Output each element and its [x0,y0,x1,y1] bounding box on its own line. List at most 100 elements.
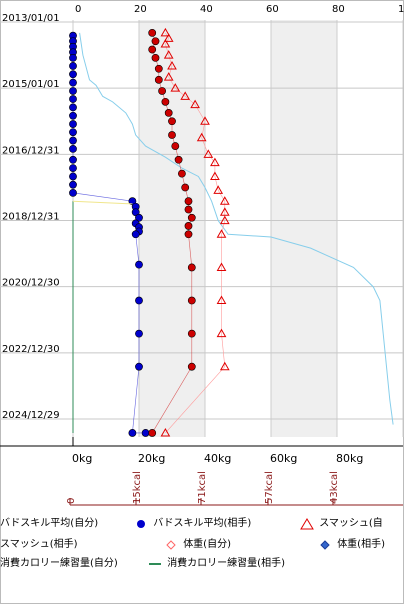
legend-label: スマッシュ(自 [319,518,383,529]
data-point-triangle [196,132,207,142]
data-point [184,230,193,239]
calorie-axis-tick-label: 15kcal [132,471,143,504]
data-point-triangle [180,91,191,100]
data-point [148,45,157,54]
legend-label: 消費カロリー練習量(相手) [167,558,285,569]
bottom-axis-tick-label: 40kg [204,452,231,465]
data-point [164,109,173,117]
data-point [148,28,157,37]
data-point [187,213,196,222]
data-point [69,144,77,153]
data-point [69,87,77,95]
top-axis-tick-label: 20 [134,4,147,15]
data-point [184,222,193,230]
data-point-triangle [170,83,181,92]
data-point [69,53,77,62]
data-point-triangle [219,361,230,371]
legend-item-skill-self: バドスキル平均(自分) [0,516,98,532]
legend-item-cal-self: 消費カロリー練習量(自分) [0,556,118,572]
bottom-axis-tick-label: 20kg [138,452,165,465]
data-point [69,95,77,103]
data-point [69,180,77,189]
triangle-icon [300,518,314,530]
y-axis-tick-label: 2024/12/29 [2,410,60,421]
data-point [151,37,160,46]
data-point-triangle [210,157,220,167]
data-point [69,62,77,70]
legend-label: 消費カロリー練習量(自分) [0,558,118,569]
data-point [128,429,137,437]
data-point [69,120,77,128]
data-point-triangle [190,99,200,109]
data-point [69,172,77,181]
top-axis-tick-label: 80 [332,4,345,15]
data-point [151,53,160,62]
blue-dot-icon [134,518,148,530]
legend-item-smash-opp: スマッシュ(相手) [0,537,78,553]
data-point [69,155,77,164]
data-point [135,362,143,371]
data-point-triangle [203,149,214,158]
data-point-triangle [219,196,230,205]
legend-label: 体重(自分) [183,539,231,550]
data-point [168,117,176,126]
data-point [135,329,143,338]
data-point [158,87,166,95]
data-point [135,260,143,269]
data-point [69,164,77,173]
bottom-axis-tick-label: 60kg [270,452,297,465]
legend-item-smash-self: スマッシュ(自 [300,516,383,532]
data-point [177,169,186,178]
data-point-triangle [160,427,171,437]
data-point-triangle [216,229,227,238]
diamond-hollow-icon [164,539,178,551]
data-point-triangle [219,207,230,216]
data-point-triangle [210,171,220,180]
data-point-triangle [213,185,224,194]
y-axis-tick-label: 2013/01/01 [2,13,60,24]
data-point [187,263,196,272]
y-axis-tick-label: 2015/01/01 [2,79,60,90]
top-axis-tick-label: 0 [75,4,81,15]
data-point-triangle [163,72,174,81]
diamond-filled-icon [318,539,332,551]
data-point [181,183,190,192]
bottom-axis-tick-label: 80kg [336,452,363,465]
top-axis-tick-label: 40 [200,4,213,15]
data-point-triangle [216,328,227,338]
green-line-icon [148,558,162,570]
calorie-axis-tick-label: 43kcal [329,471,340,504]
series-connector [165,32,226,434]
data-point-triangle [160,27,171,37]
top-axis-tick-label: 10 [398,4,404,15]
legend-item-weight-opp: 体重(相手) [318,537,385,553]
data-point [69,70,77,79]
data-point [184,197,193,206]
data-point [171,142,180,150]
series-line [72,200,133,205]
data-point-triangle [163,33,174,42]
data-point-triangle [167,60,177,70]
data-point-triangle [219,215,230,225]
data-point-triangle [163,50,174,59]
top-axis-tick-label: 60 [266,4,279,15]
plot-area [73,20,403,437]
legend-item-cal-opp: 消費カロリー練習量(相手) [148,556,285,572]
data-point [154,64,163,73]
y-axis-tick-label: 2020/12/30 [2,278,60,289]
calorie-axis-tick-label: 71kcal [197,471,208,504]
legend-label: 体重(相手) [337,539,385,550]
data-point [69,128,77,137]
calorie-axis-tick-label: 0 [66,498,77,504]
data-point-triangle [160,39,171,48]
data-point-triangle [216,295,227,305]
data-point [187,329,196,338]
data-point [131,230,140,239]
data-point [174,155,183,164]
data-point [187,296,196,305]
y-axis-tick-label: 2022/12/30 [2,344,60,355]
legend-item-weight-self: 体重(自分) [164,537,231,553]
data-point [161,97,170,106]
